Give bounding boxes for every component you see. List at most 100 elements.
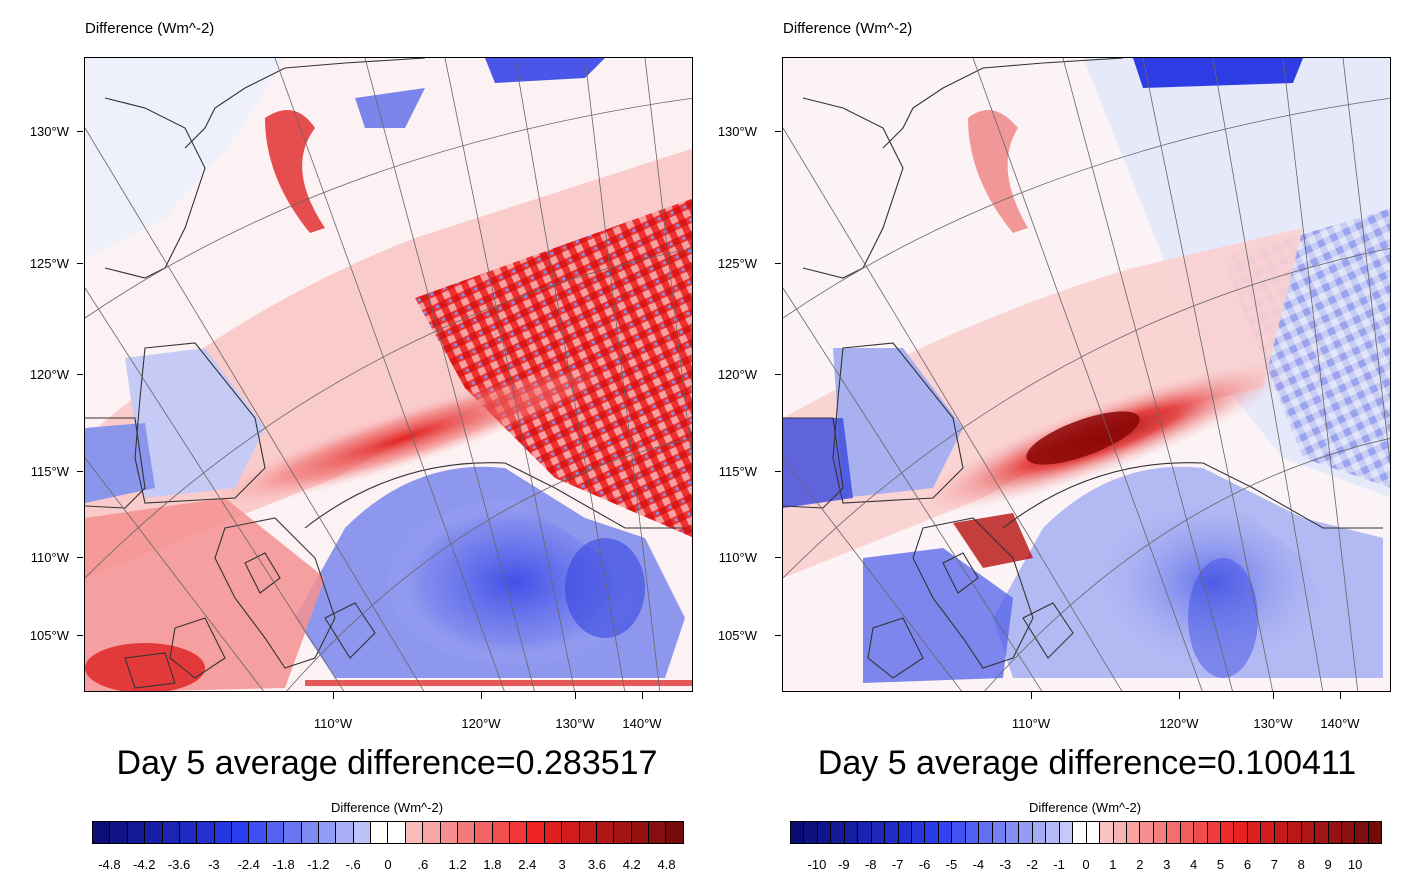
colorbar-tick-label: 2 [1136, 857, 1144, 872]
colorbar-tick-label: -2.4 [237, 857, 260, 872]
lon-tick [1273, 692, 1274, 699]
colorbar-tick-label: 4 [1190, 857, 1198, 872]
lon-tick [1031, 692, 1032, 699]
colorbar-cell [666, 822, 683, 843]
colorbar-cell [885, 822, 899, 843]
colorbar-tick-label: 1.8 [483, 857, 502, 872]
lat-tick [775, 374, 781, 375]
colorbar-tick-label: 9 [1324, 857, 1332, 872]
colorbar-cell [1113, 822, 1127, 843]
colorbar-cell [898, 822, 912, 843]
colorbar [92, 821, 684, 844]
colorbar-tick-label: -9 [838, 857, 850, 872]
colorbar-title: Difference (Wm^-2) [1028, 800, 1142, 815]
lat-tick [775, 263, 781, 264]
lat-label: 120°W [29, 367, 69, 382]
colorbar-tick-label: -2 [1026, 857, 1038, 872]
colorbar-cell [1261, 822, 1275, 843]
colorbar-cell [249, 822, 267, 843]
colorbar-tick-label: 1.2 [448, 857, 467, 872]
colorbar-tick-label: 8 [1297, 857, 1305, 872]
colorbar-tick-label: 4.2 [622, 857, 641, 872]
colorbar-cell [1167, 822, 1181, 843]
colorbar-tick-label: 0 [1082, 857, 1090, 872]
colorbar-cell [405, 822, 424, 843]
map-title: Difference (Wm^-2) [783, 20, 913, 37]
lat-label: 105°W [29, 628, 69, 643]
colorbar-cell [1341, 822, 1356, 843]
colorbar-cell [804, 822, 818, 843]
lat-tick [77, 557, 83, 558]
colorbar-cell [579, 822, 597, 843]
colorbar-tick-label: -5 [945, 857, 958, 872]
lat-tick [77, 131, 83, 132]
lat-label: 125°W [717, 256, 757, 271]
colorbar-cell [93, 822, 111, 843]
colorbar-tick-label: -10 [807, 857, 827, 872]
map-canvas [783, 58, 1390, 691]
colorbar-cell [1328, 822, 1342, 843]
lat-tick [77, 635, 83, 636]
lat-label: 105°W [717, 628, 757, 643]
colorbar-cell [318, 822, 337, 843]
colorbar-tick-label: -.6 [345, 857, 361, 872]
map-canvas [85, 58, 692, 691]
colorbar-tick-label: -4.2 [133, 857, 156, 872]
colorbar-cell [284, 822, 302, 843]
colorbar-cell [938, 822, 953, 843]
lon-label: 110°W [1011, 716, 1051, 731]
colorbar-tick-label: -8 [864, 857, 877, 872]
colorbar-cell [1100, 822, 1114, 843]
colorbar-cell [371, 822, 389, 843]
colorbar-tick-label: .6 [417, 857, 429, 872]
lat-tick [775, 557, 781, 558]
lat-tick [775, 471, 781, 472]
colorbar-tick-label: 1 [1109, 857, 1117, 872]
right-panel: Difference (Wm^-2) [700, 0, 1406, 880]
colorbar-cell [510, 822, 528, 843]
lon-tick [575, 692, 576, 699]
colorbar-cell [1355, 822, 1369, 843]
colorbar-cell [1073, 822, 1087, 843]
colorbar-tick-label: 3 [1163, 857, 1171, 872]
colorbar-cell [817, 822, 832, 843]
colorbar-cell [979, 822, 993, 843]
colorbar-cell [1207, 822, 1221, 843]
lon-tick [481, 692, 482, 699]
colorbar-tick-label: -3.6 [167, 857, 191, 872]
lat-tick [775, 635, 781, 636]
lat-label: 125°W [29, 256, 69, 271]
colorbar-cell [1086, 822, 1101, 843]
colorbar-cell [127, 822, 146, 843]
colorbar-tick-label: -4.8 [98, 857, 121, 872]
lon-label: 140°W [1320, 716, 1360, 731]
colorbar-tick-label: 3 [558, 857, 566, 872]
colorbar-cell [1274, 822, 1289, 843]
colorbar-tick-label: -1 [1053, 857, 1065, 872]
average-difference-text: Day 5 average difference=0.100411 [817, 744, 1357, 782]
colorbar-cell [1234, 822, 1248, 843]
colorbar-cell [1221, 822, 1235, 843]
colorbar-cell [232, 822, 250, 843]
lon-tick [1179, 692, 1180, 699]
lat-label: 110°W [30, 550, 69, 565]
colorbar-tick-label: -1.2 [307, 857, 330, 872]
colorbar-cell [1032, 822, 1047, 843]
colorbar-cell [544, 822, 563, 843]
colorbar-cell [1180, 822, 1195, 843]
left-panel: Difference (Wm^-2) [29, 20, 693, 872]
lon-label: 110°W [313, 716, 353, 731]
colorbar [790, 821, 1382, 844]
colorbar-cell [214, 822, 232, 843]
colorbar-cell [1019, 822, 1033, 843]
colorbar-cell [423, 822, 441, 843]
colorbar-cell [925, 822, 939, 843]
colorbar-cell [440, 822, 458, 843]
colorbar-tick-label: 2.4 [518, 857, 537, 872]
lon-tick [642, 692, 643, 699]
colorbar-cell [791, 822, 805, 843]
colorbar-tick-label: -6 [918, 857, 931, 872]
colorbar-cell [1368, 822, 1382, 843]
colorbar-cell [871, 822, 886, 843]
colorbar-cell [145, 822, 163, 843]
